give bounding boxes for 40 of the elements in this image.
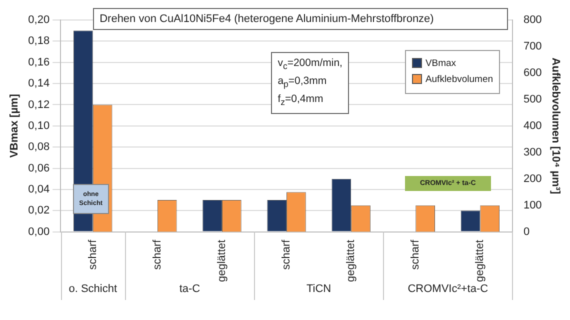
text: TiCN — [306, 283, 332, 295]
annotation: a$_{p}$=0,3mm — [278, 74, 328, 92]
x-tick-label: scharf — [410, 238, 422, 270]
annotation: v$_{c}$=200m/min, — [278, 56, 342, 74]
y2-tick-label: 100 — [523, 199, 542, 212]
y2-tick-label: 0 — [523, 226, 530, 238]
x-tick-label: geglättet — [345, 240, 358, 282]
legend-label: VBmax — [424, 57, 458, 71]
y-tick-label: 0,06 — [28, 162, 50, 174]
parameter-box: v$_{c}$=200m/min, a$_{p}$=0,3mm f$_{z}$=0,4mm — [270, 52, 350, 114]
y-tick-label: 0,12 — [28, 98, 50, 111]
text: CROMVIc²+ta-C — [408, 283, 488, 295]
y2-tick-label: 300 — [523, 146, 542, 158]
x-tick-label: scharf — [280, 238, 293, 270]
y-tick-label: 0,20 — [28, 14, 50, 26]
legend-label: Aufklebvolumen — [424, 73, 494, 87]
annotation: f$_{z}$=0,4mm — [278, 92, 324, 110]
y-tick-label: 0,16 — [28, 56, 50, 68]
y2-tick-label: 600 — [523, 66, 542, 79]
y2-tick-label: 200 — [523, 172, 542, 185]
y-tick-label: 0,10 — [28, 120, 50, 132]
y-tick-label: 0,14 — [28, 78, 50, 90]
x-tick-label: geglättet — [216, 240, 228, 282]
y2-tick-label: 700 — [523, 40, 542, 53]
y-axis-title: VBmax [µm] — [8, 94, 21, 158]
y-tick-label: 0,18 — [28, 35, 50, 48]
y2-tick-label: 500 — [523, 93, 542, 106]
y2-axis-title: Aufklebvolumen [10⁴ µm³] — [549, 58, 562, 194]
x-tick-label: scharf — [151, 238, 164, 270]
x-tick-label: scharf — [86, 238, 99, 270]
y-tick-label: 0,00 — [28, 226, 50, 238]
y-tick-label: 0,04 — [28, 183, 50, 196]
title-box: Drehen von CuAl10Ni5Fe4 (heterogene Aluminium-Mehrstoffbronze) — [92, 8, 508, 30]
y-tick-label: 0,08 — [28, 141, 50, 154]
x-tick-label: geglättet — [474, 240, 486, 282]
y2-tick-label: 400 — [523, 120, 542, 132]
text: o. Schicht — [68, 283, 118, 295]
y-tick-label: 0,02 — [28, 204, 50, 217]
y2-tick-label: 800 — [523, 14, 542, 26]
text: ta-C — [179, 283, 200, 295]
